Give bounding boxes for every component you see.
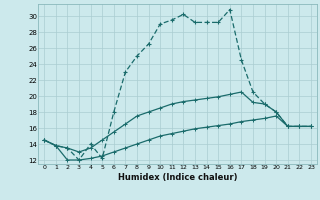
X-axis label: Humidex (Indice chaleur): Humidex (Indice chaleur) <box>118 173 237 182</box>
